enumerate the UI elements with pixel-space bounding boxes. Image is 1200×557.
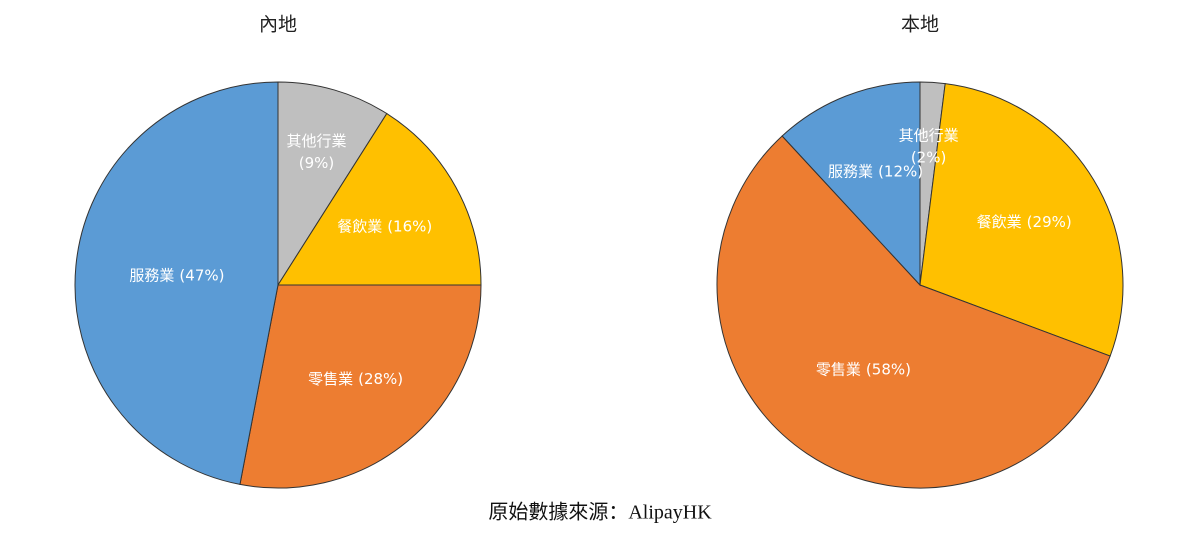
pie-slice bbox=[277, 112, 482, 286]
slice-label: 服務業 (47%) bbox=[129, 266, 224, 284]
value-label: (29%) bbox=[1027, 212, 1072, 230]
value-label: (9%) bbox=[299, 154, 335, 172]
pie-slice bbox=[239, 284, 482, 489]
value-label: (16%) bbox=[387, 217, 432, 235]
slice-label: 其他行業 bbox=[899, 127, 959, 145]
category-label: 服務業 bbox=[129, 266, 174, 284]
category-label: 服務業 bbox=[828, 162, 873, 180]
slice-label: 零售業 (28%) bbox=[308, 369, 403, 387]
value-label: (47%) bbox=[179, 266, 224, 284]
slice-label: 餐飲業 (16%) bbox=[337, 217, 432, 235]
slice-label: 餐飲業 (29%) bbox=[977, 212, 1072, 230]
category-label: 零售業 bbox=[308, 369, 353, 387]
pie-slice bbox=[781, 81, 921, 287]
slice-label: 其他行業 bbox=[287, 132, 347, 150]
pie-slice bbox=[74, 81, 279, 485]
chart-title: 本地 bbox=[901, 14, 939, 36]
category-label: 餐飲業 bbox=[977, 212, 1022, 230]
value-label: (12%) bbox=[878, 162, 923, 180]
value-label: (28%) bbox=[358, 369, 403, 387]
pie-slice bbox=[716, 135, 1111, 489]
category-label: 零售業 bbox=[816, 360, 861, 378]
source-note: 原始數據來源：AlipayHK bbox=[488, 501, 712, 524]
chart-title: 內地 bbox=[259, 14, 297, 36]
category-label: 餐飲業 bbox=[337, 217, 382, 235]
slice-label: 服務業 (12%) bbox=[828, 162, 923, 180]
value-label: (58%) bbox=[866, 360, 911, 378]
value-label: (2%) bbox=[911, 149, 947, 167]
pie-slice bbox=[919, 83, 1124, 357]
pie-slice bbox=[277, 81, 388, 287]
slice-label: 零售業 (58%) bbox=[816, 360, 911, 378]
